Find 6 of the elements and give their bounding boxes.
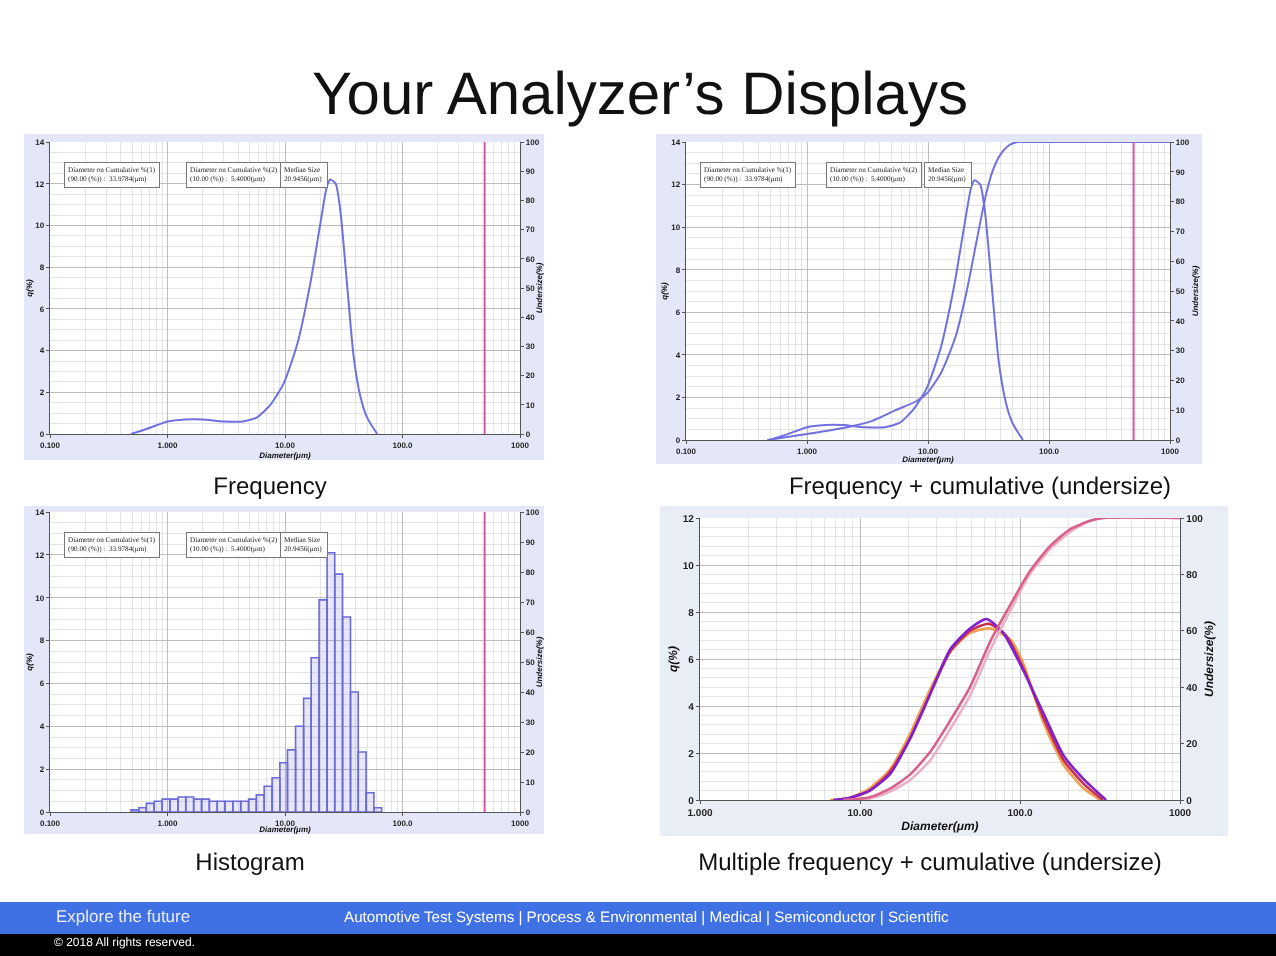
text: Explore the future — [56, 906, 191, 926]
text: Frequency — [213, 472, 327, 500]
text: Your Analyzer’s Displays — [312, 62, 968, 130]
text: Histogram — [195, 848, 305, 876]
text: Multiple frequency + cumulative (undersize) — [698, 848, 1162, 876]
text: Frequency + cumulative (undersize) — [788, 472, 1172, 500]
